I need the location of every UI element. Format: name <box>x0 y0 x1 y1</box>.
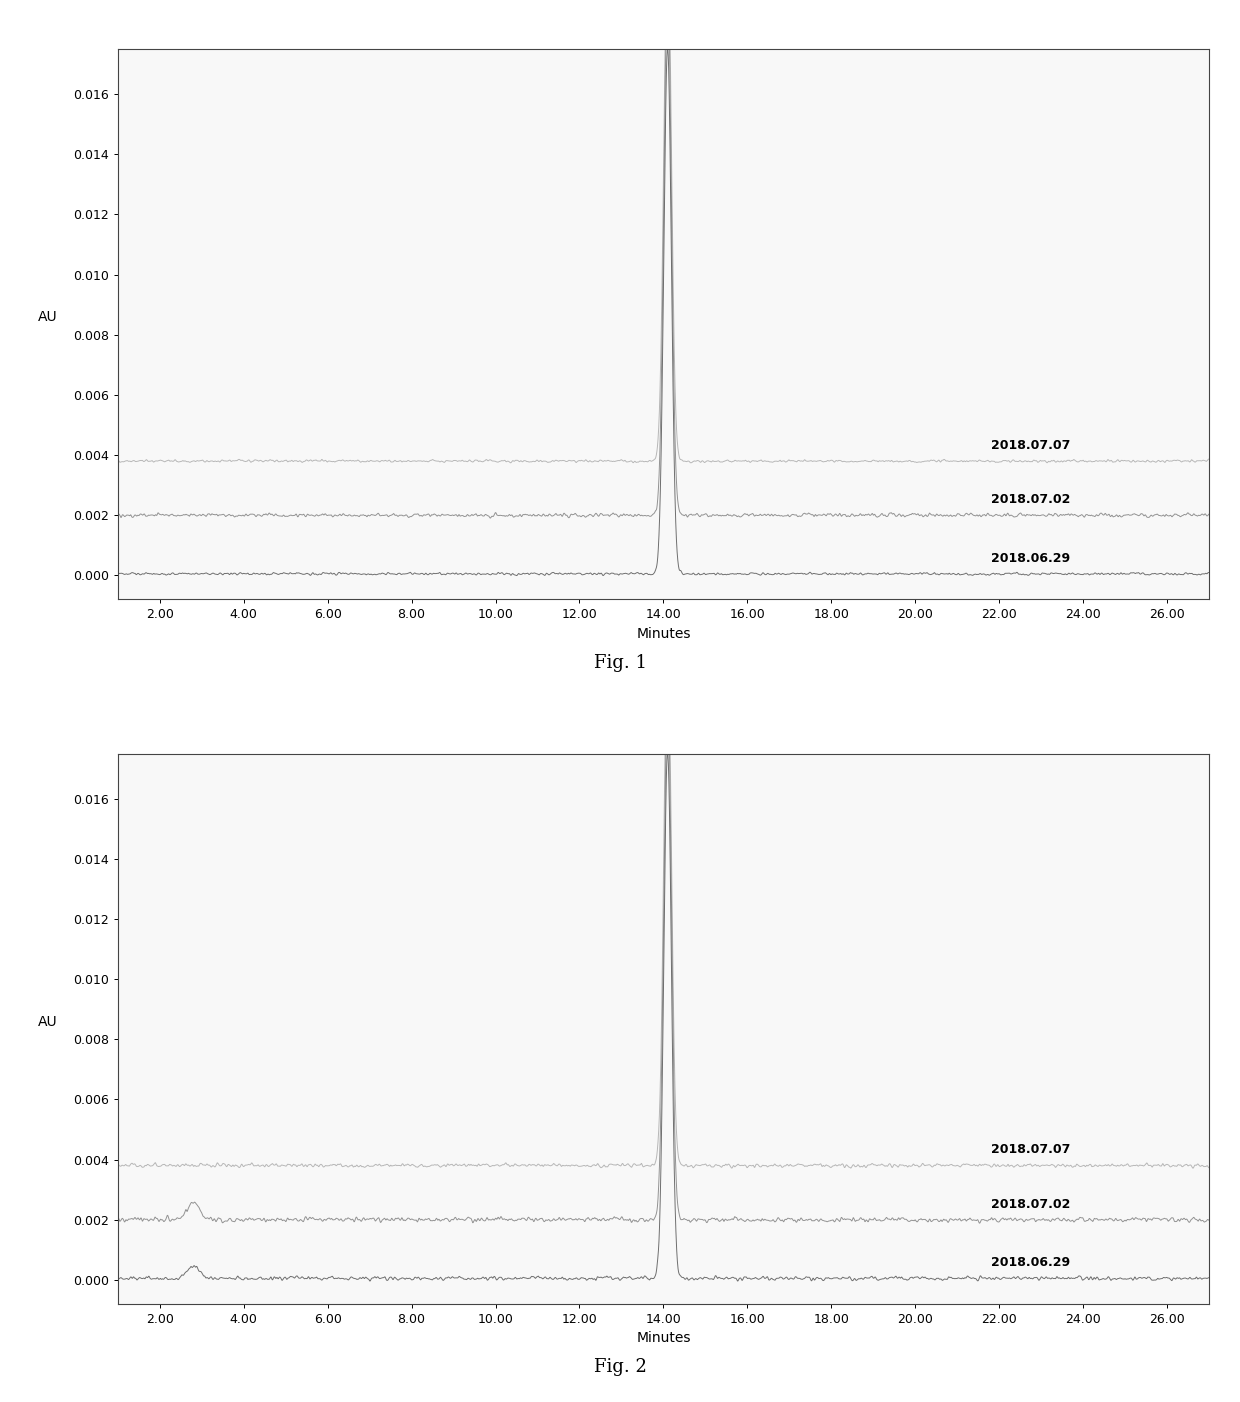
Text: Fig. 1: Fig. 1 <box>594 653 646 672</box>
X-axis label: Minutes: Minutes <box>636 1332 691 1346</box>
Text: 2018.07.07: 2018.07.07 <box>991 1144 1070 1157</box>
Text: 2018.07.02: 2018.07.02 <box>991 494 1070 506</box>
Text: 2018.06.29: 2018.06.29 <box>991 1256 1070 1269</box>
Text: 2018.06.29: 2018.06.29 <box>991 552 1070 565</box>
Y-axis label: AU: AU <box>38 310 57 324</box>
Text: 2018.07.07: 2018.07.07 <box>991 439 1070 451</box>
Y-axis label: AU: AU <box>38 1015 57 1029</box>
X-axis label: Minutes: Minutes <box>636 627 691 641</box>
Text: Fig. 2: Fig. 2 <box>594 1359 646 1375</box>
Text: 2018.07.02: 2018.07.02 <box>991 1197 1070 1211</box>
